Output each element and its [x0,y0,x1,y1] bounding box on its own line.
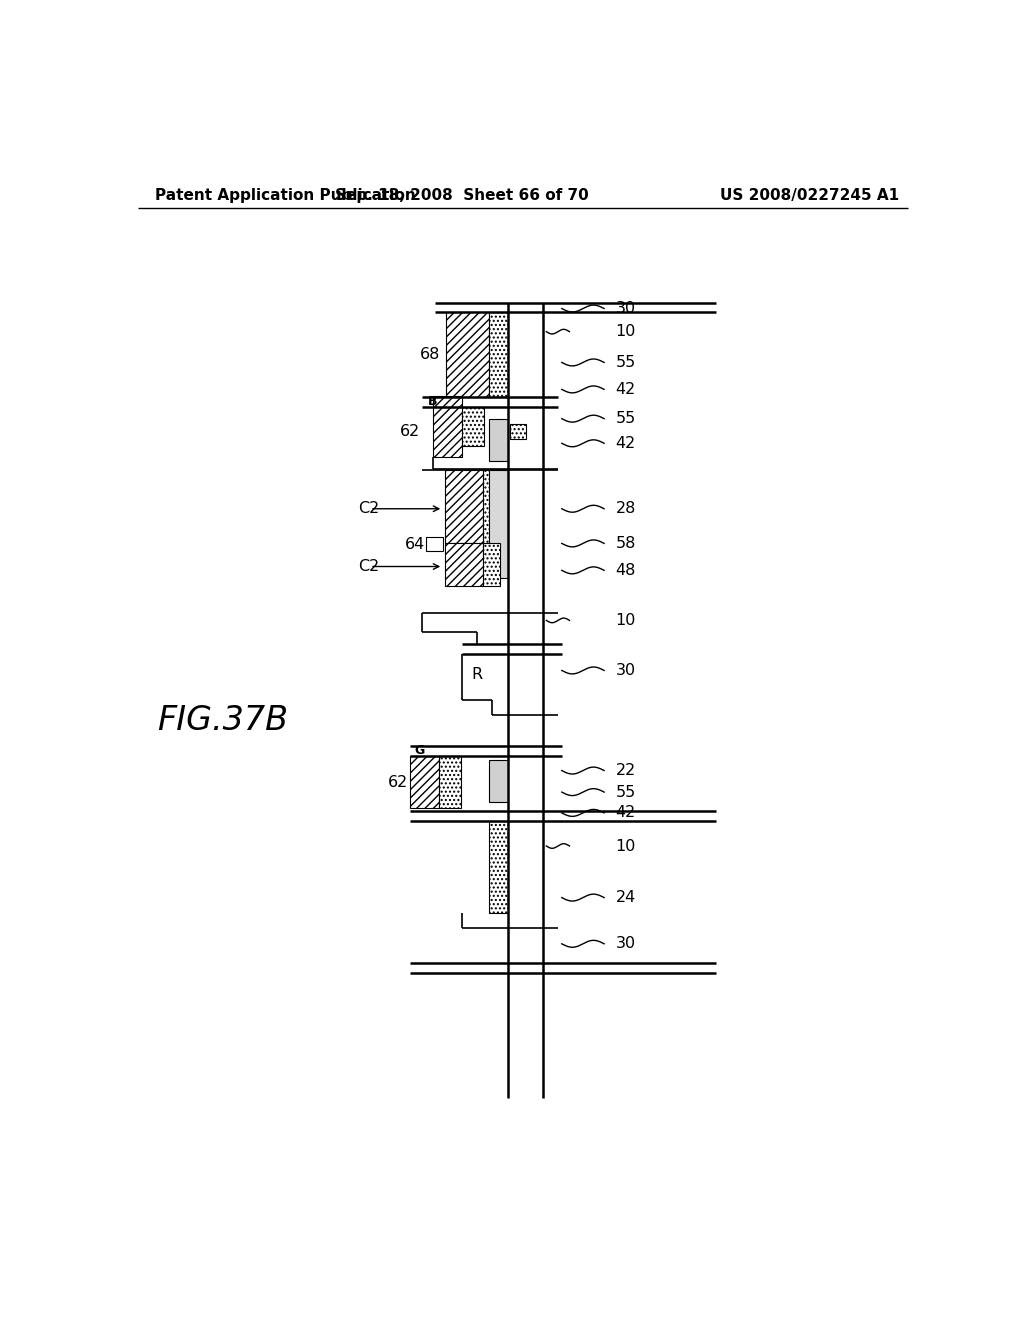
Text: C2: C2 [357,502,379,516]
Text: 30: 30 [615,936,636,952]
Bar [489,821,508,913]
Text: 10: 10 [615,838,636,854]
Bar [444,470,483,544]
Bar [463,407,484,446]
Text: 64: 64 [404,537,425,552]
Bar [433,396,463,407]
Text: 10: 10 [615,325,636,339]
Text: 55: 55 [615,784,636,800]
Bar [489,470,508,578]
Text: 55: 55 [615,411,636,426]
Text: C2: C2 [357,558,379,574]
Text: 62: 62 [387,775,408,789]
Text: 55: 55 [615,355,636,370]
Text: 42: 42 [615,436,636,451]
Text: 42: 42 [615,381,636,397]
Text: 58: 58 [615,536,636,550]
Text: Sep. 18, 2008  Sheet 66 of 70: Sep. 18, 2008 Sheet 66 of 70 [335,187,589,203]
Text: Patent Application Publication: Patent Application Publication [156,187,416,203]
Bar [446,313,488,397]
Bar [488,313,508,397]
Bar [433,407,463,457]
Text: 62: 62 [399,424,420,440]
Text: 48: 48 [615,562,636,578]
Text: 28: 28 [615,502,636,516]
Bar [489,418,508,461]
Bar [439,756,461,808]
Bar [444,544,483,586]
Text: R: R [471,667,482,682]
Text: 10: 10 [615,612,636,628]
Text: 30: 30 [615,301,636,315]
Bar [483,544,500,586]
Text: B: B [428,395,437,408]
Bar [510,424,525,440]
Text: 30: 30 [615,663,636,678]
Bar [426,537,443,552]
Text: 24: 24 [615,890,636,906]
Bar [489,760,508,803]
Bar [410,756,439,808]
Text: 68: 68 [420,347,440,362]
Text: 42: 42 [615,805,636,821]
Bar [483,470,500,544]
Text: FIG.37B: FIG.37B [158,704,289,737]
Text: G: G [414,744,424,758]
Text: 22: 22 [615,763,636,777]
Text: US 2008/0227245 A1: US 2008/0227245 A1 [720,187,899,203]
